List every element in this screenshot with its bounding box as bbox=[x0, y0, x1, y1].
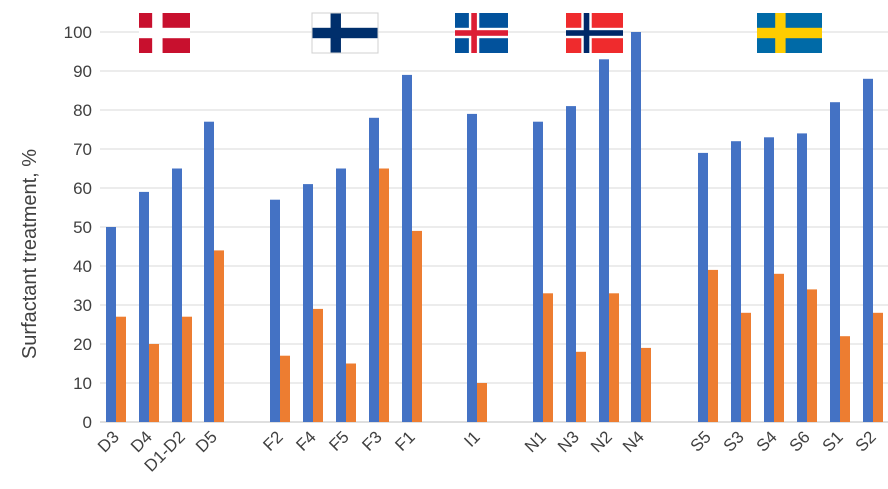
bar-blue-f3 bbox=[369, 117, 379, 423]
y-tick-label: 90 bbox=[73, 62, 92, 81]
sweden-flag bbox=[757, 13, 822, 53]
denmark-flag bbox=[139, 13, 190, 53]
bar-blue-n2 bbox=[599, 59, 609, 423]
x-tick-label: N1 bbox=[521, 427, 550, 456]
x-tick-label: S2 bbox=[852, 427, 880, 455]
x-tick-label: D5 bbox=[192, 427, 221, 456]
flags bbox=[139, 12, 822, 54]
x-tick-label: F1 bbox=[391, 427, 418, 454]
bar-blue-f1 bbox=[402, 74, 412, 423]
bar-orange-d1-d2 bbox=[182, 316, 192, 422]
y-tick-label: 20 bbox=[73, 335, 92, 354]
bar-orange-n2 bbox=[609, 293, 619, 422]
y-tick-label: 0 bbox=[83, 413, 92, 432]
bar-orange-s2 bbox=[873, 312, 883, 422]
bar-orange-d3 bbox=[116, 316, 126, 422]
y-tick-label: 70 bbox=[73, 140, 92, 159]
x-tick-label: N3 bbox=[554, 427, 583, 456]
x-tick-label: F5 bbox=[325, 427, 352, 454]
bar-blue-i1 bbox=[467, 113, 477, 423]
y-tick-label: 40 bbox=[73, 257, 92, 276]
bar-orange-f3 bbox=[379, 168, 389, 422]
x-tick-label: I1 bbox=[460, 427, 483, 450]
y-tick-label: 10 bbox=[73, 374, 92, 393]
x-tick-label: S3 bbox=[720, 427, 748, 455]
x-tick-label: F4 bbox=[292, 427, 319, 454]
x-tick-label: F3 bbox=[358, 427, 385, 454]
x-tick-label: N4 bbox=[619, 427, 648, 456]
x-tick-label: S1 bbox=[819, 427, 847, 455]
bar-orange-f2 bbox=[280, 355, 290, 422]
x-tick-label: S4 bbox=[753, 427, 781, 455]
x-tick-label: S6 bbox=[786, 427, 814, 455]
bar-orange-n3 bbox=[576, 351, 586, 422]
bar-blue-d5 bbox=[204, 121, 214, 422]
y-axis-ticks: 0 10 20 30 40 50 60 70 80 90 100 bbox=[64, 23, 92, 432]
bar-blue-s3 bbox=[731, 141, 741, 422]
y-tick-label: 80 bbox=[73, 101, 92, 120]
x-tick-label: F2 bbox=[259, 427, 286, 454]
finland-flag bbox=[311, 12, 379, 54]
bar-blue-s6 bbox=[797, 133, 807, 422]
bar-orange-f5 bbox=[346, 363, 356, 422]
bar-orange-i1 bbox=[477, 383, 487, 422]
bar-orange-d5 bbox=[214, 250, 224, 422]
bar-orange-s1 bbox=[840, 336, 850, 422]
bar-orange-s6 bbox=[807, 289, 817, 422]
bar-blue-d1-d2 bbox=[172, 168, 182, 422]
gridlines bbox=[100, 31, 888, 423]
bar-blue-n3 bbox=[566, 106, 576, 422]
bar-orange-n1 bbox=[543, 293, 553, 422]
bar-orange-f1 bbox=[412, 230, 422, 422]
norway-flag bbox=[566, 13, 623, 53]
bar-blue-f4 bbox=[303, 184, 313, 422]
bar-orange-s3 bbox=[741, 312, 751, 422]
y-tick-label: 100 bbox=[64, 23, 92, 42]
x-tick-label: N2 bbox=[587, 427, 616, 456]
bars bbox=[106, 32, 883, 423]
y-tick-label: 60 bbox=[73, 179, 92, 198]
bar-blue-n1 bbox=[533, 121, 543, 422]
bar-blue-n4 bbox=[631, 32, 641, 422]
bar-orange-f4 bbox=[313, 308, 323, 422]
bar-blue-s2 bbox=[863, 78, 873, 423]
bar-orange-n4 bbox=[641, 347, 651, 422]
bar-orange-s5 bbox=[708, 269, 718, 422]
bar-blue-f2 bbox=[270, 199, 280, 422]
iceland-flag bbox=[455, 13, 508, 53]
bar-blue-s1 bbox=[830, 102, 840, 422]
bar-orange-d4 bbox=[149, 344, 159, 422]
y-axis-label: Surfactant treatment, % bbox=[19, 149, 41, 359]
x-tick-label: D3 bbox=[94, 427, 123, 456]
y-tick-label: 30 bbox=[73, 296, 92, 315]
x-tick-label: S5 bbox=[687, 427, 715, 455]
bar-orange-s4 bbox=[774, 273, 784, 422]
y-tick-label: 50 bbox=[73, 218, 92, 237]
bar-blue-d4 bbox=[139, 191, 149, 422]
bar-blue-s5 bbox=[698, 152, 708, 422]
bar-blue-s4 bbox=[764, 137, 774, 423]
bar-blue-d3 bbox=[106, 227, 116, 422]
bar-blue-f5 bbox=[336, 168, 346, 422]
